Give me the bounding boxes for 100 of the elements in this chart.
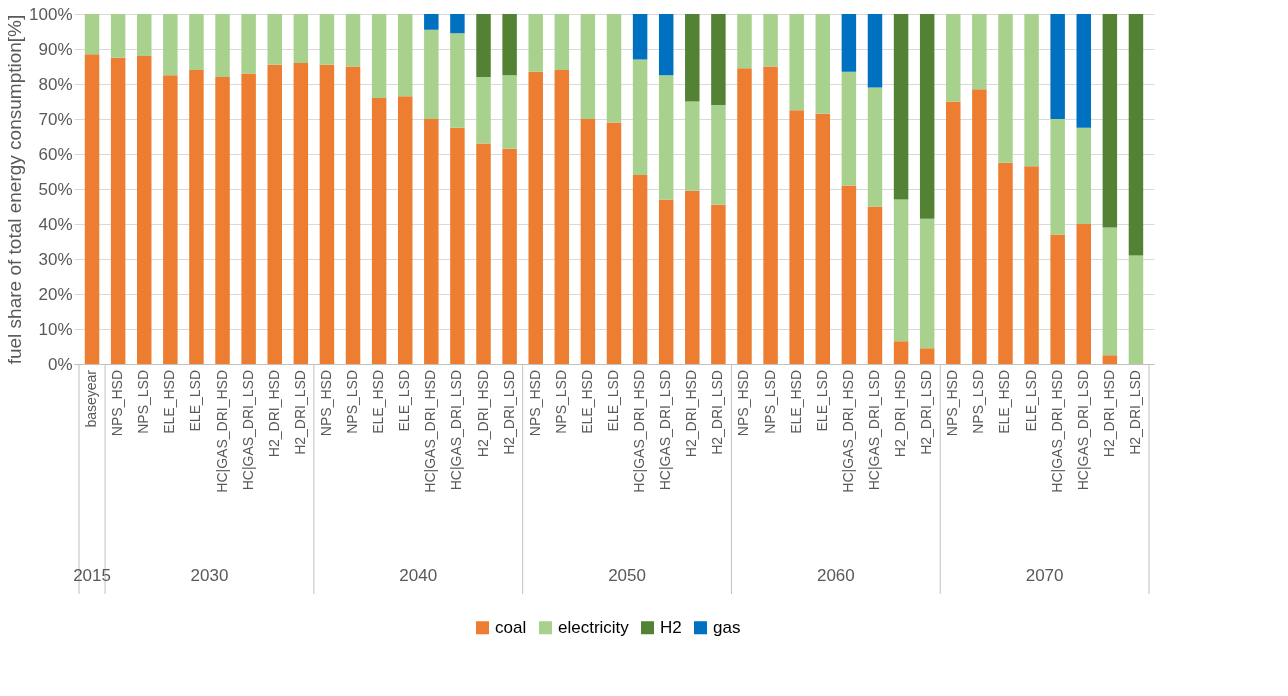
bar [658, 199, 674, 364]
bar [528, 71, 543, 364]
y-tick-label: 90% [38, 39, 73, 59]
bar [972, 14, 987, 90]
bar [815, 113, 831, 364]
bar [476, 77, 491, 144]
bar [163, 75, 178, 364]
bar [450, 127, 465, 364]
bar [867, 14, 883, 88]
text: 2030 [190, 566, 229, 585]
y-tick-label: 40% [38, 214, 73, 234]
bar [685, 101, 700, 191]
bar [137, 56, 152, 364]
bar [998, 14, 1013, 163]
y-tick-label: 20% [38, 284, 73, 304]
x-tick-label: HC|GAS_DRI_HSD [1048, 370, 1065, 493]
x-tick-label: ELE_HSD [578, 370, 595, 434]
x-tick-label: HC|GAS_DRI_HSD [213, 370, 230, 493]
bar [893, 341, 909, 364]
y-tick-label: 100% [29, 4, 73, 24]
bar [1128, 255, 1144, 364]
y-tick-label: 0% [47, 354, 73, 374]
text: 2070 [1025, 566, 1064, 585]
x-tick-label: HC|GAS_DRI_HSD [839, 370, 856, 493]
bar [946, 101, 961, 364]
bar [1102, 14, 1118, 228]
bar [998, 162, 1013, 364]
bar [345, 66, 361, 364]
legend-label: coal [495, 617, 527, 637]
bar [606, 122, 622, 364]
bar [502, 14, 517, 76]
bar [893, 14, 909, 200]
bar [267, 64, 282, 364]
x-tick-label: NPS_HSD [526, 370, 543, 437]
x-tick-label: ELE_LSD [605, 370, 621, 432]
x-tick-label: ELE_LSD [187, 370, 204, 432]
bar [1050, 14, 1065, 119]
text: 2015 [73, 566, 111, 585]
x-tick-label: H2_DRI_LSD [500, 370, 517, 455]
bar [137, 14, 152, 56]
x-tick-label: ELE_LSD [1022, 370, 1039, 432]
y-tick-label: 70% [38, 109, 73, 129]
bar [424, 119, 439, 364]
bar [580, 119, 596, 364]
bar [293, 14, 309, 63]
x-tick-label: ELE_LSD [396, 370, 413, 432]
bar [189, 70, 204, 364]
bar [84, 14, 100, 55]
bar [1102, 355, 1118, 364]
x-tick-label: HC|GAS_DRI_HSD [422, 370, 439, 493]
x-tick-label: HC|GAS_DRI_LSD [657, 370, 674, 491]
bar [1076, 14, 1091, 128]
y-tick-label: 60% [38, 144, 73, 164]
bar [215, 14, 230, 77]
x-tick-label: HC|GAS_DRI_LSD [448, 370, 465, 491]
bar [1076, 127, 1091, 224]
bar [946, 14, 961, 102]
bar [815, 14, 831, 114]
bar [919, 14, 935, 219]
x-tick-label: ELE_LSD [813, 370, 830, 432]
bar [189, 14, 204, 70]
bar [528, 14, 543, 72]
bar [867, 87, 883, 207]
x-tick-label: HC|GAS_DRI_HSD [631, 370, 648, 493]
bar [632, 59, 648, 175]
bar [319, 14, 335, 65]
x-tick-label: NPS_LSD [135, 370, 152, 434]
bar [972, 89, 987, 364]
bar [1024, 166, 1039, 364]
x-tick-label: ELE_HSD [996, 370, 1013, 434]
x-tick-label: H2_DRI_HSD [892, 370, 909, 458]
text: 2060 [816, 566, 855, 585]
x-tick-label: H2_DRI_HSD [1100, 370, 1117, 458]
bar [893, 199, 909, 342]
y-tick-label: 80% [38, 74, 73, 94]
x-tick-label: H2_DRI_LSD [291, 370, 308, 455]
bar [397, 14, 413, 97]
bar [371, 14, 387, 98]
y-tick-label: 30% [38, 249, 73, 269]
x-tick-label: NPS_HSD [944, 370, 961, 437]
bar [241, 73, 256, 364]
bar [267, 14, 282, 65]
bar [685, 190, 700, 364]
bar [110, 57, 126, 364]
bar [841, 71, 857, 186]
x-tick-label: NPS_LSD [970, 370, 987, 434]
text: 2040 [399, 566, 438, 585]
x-tick-label: NPS_LSD [552, 370, 569, 434]
bar [658, 14, 674, 76]
bar [711, 14, 726, 105]
bar [345, 14, 361, 67]
bar [1024, 14, 1039, 167]
bar [606, 14, 622, 123]
legend-label: electricity [558, 617, 630, 637]
x-tick-label: NPS_HSD [317, 370, 334, 437]
x-tick-label: ELE_HSD [161, 370, 178, 434]
text: 2050 [608, 566, 646, 585]
bar [867, 206, 883, 364]
x-tick-label: NPS_HSD [109, 370, 126, 437]
bar [163, 14, 178, 76]
